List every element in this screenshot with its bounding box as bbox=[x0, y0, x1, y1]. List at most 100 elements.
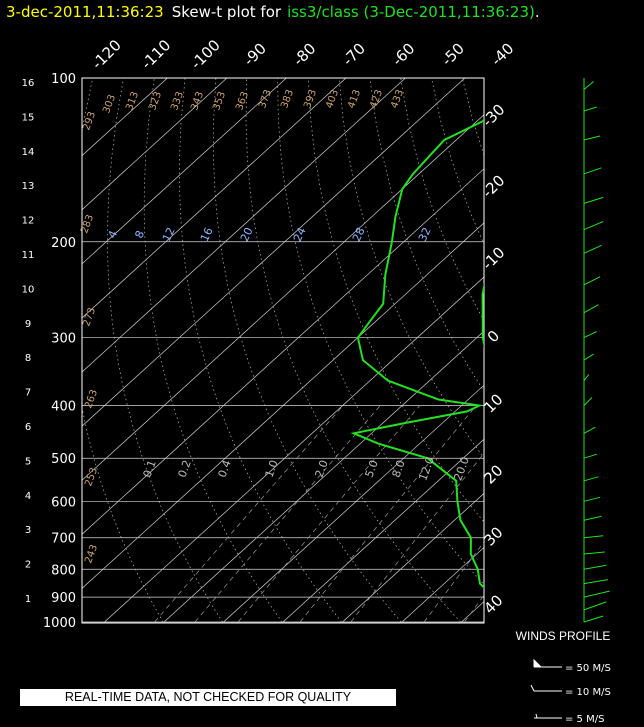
theta-label: 403 bbox=[324, 88, 341, 110]
temperature-tick-label: -110 bbox=[138, 36, 175, 73]
moisture-label: 8.0 bbox=[390, 458, 408, 479]
temperature-tick-label: -100 bbox=[187, 36, 224, 73]
theta-label: 303 bbox=[101, 93, 118, 115]
mixing-ratio-line bbox=[464, 594, 484, 623]
pressure-tick-label: 300 bbox=[51, 332, 76, 347]
wind-flag bbox=[583, 579, 609, 585]
theta-label: 363 bbox=[234, 90, 251, 112]
dewpoint-point bbox=[426, 457, 429, 460]
wind-flag bbox=[583, 476, 599, 482]
mixing-ratio-line bbox=[423, 541, 484, 623]
dewpoint-point bbox=[443, 139, 446, 141]
isotherm-line bbox=[104, 276, 484, 623]
isotherm-line bbox=[282, 438, 484, 623]
dewpoint-point bbox=[377, 442, 379, 445]
mixing-ratio-label: 32 bbox=[416, 225, 434, 243]
temperature-point bbox=[509, 596, 511, 598]
mixing-ratio-label: 8 bbox=[132, 229, 147, 241]
theta-label: 353 bbox=[211, 90, 228, 112]
mixing-ratio-label: 28 bbox=[350, 225, 368, 243]
dry-adiabat-line bbox=[107, 78, 223, 623]
dry-adiabat-line bbox=[400, 78, 484, 322]
dry-adiabat-line bbox=[82, 78, 164, 623]
theta-label: 333 bbox=[169, 90, 186, 112]
height-km-label: 9 bbox=[25, 319, 31, 330]
height-km-label: 5 bbox=[25, 456, 31, 467]
wind-flag bbox=[583, 426, 596, 434]
dewpoint-point bbox=[387, 379, 389, 382]
height-km-label: 13 bbox=[22, 181, 35, 192]
isotherm-line bbox=[640, 78, 644, 622]
dewpoint-point bbox=[514, 621, 516, 623]
dry-adiabat-line bbox=[143, 78, 283, 623]
theta-label: 243 bbox=[83, 543, 100, 565]
temperature-tick-label: -50 bbox=[438, 39, 468, 69]
theta-label: 313 bbox=[124, 90, 141, 112]
isotherm-line bbox=[581, 78, 644, 622]
temperature-point bbox=[503, 480, 505, 482]
wind-flag bbox=[583, 135, 601, 141]
wind-flag bbox=[583, 221, 604, 231]
temperature-point bbox=[509, 583, 511, 585]
isotherm-line bbox=[82, 78, 406, 373]
height-km-label: 8 bbox=[25, 353, 31, 364]
wind-flag bbox=[583, 615, 604, 623]
wind-legend-pennant-icon bbox=[533, 658, 562, 668]
title-source: iss3/class (3-Dec-2011,11:36:23) bbox=[287, 3, 535, 21]
isotherm-line bbox=[82, 78, 228, 211]
theta-label: 433 bbox=[389, 88, 406, 110]
temperature-tick-label: -80 bbox=[289, 39, 319, 69]
theta-label: 253 bbox=[83, 466, 100, 488]
moisture-label: 2.0 bbox=[313, 458, 331, 479]
pressure-tick-label: 700 bbox=[51, 532, 76, 547]
temperature-tick-label: -10 bbox=[478, 243, 508, 273]
isotherm-line bbox=[401, 546, 484, 623]
temperature-tick-label: 0 bbox=[484, 327, 503, 346]
wind-legend-50: = 50 M/S bbox=[565, 663, 611, 674]
height-km-label: 2 bbox=[25, 560, 31, 571]
dewpoint-point bbox=[477, 568, 479, 571]
theta-label: 273 bbox=[81, 306, 98, 328]
wind-flag bbox=[583, 453, 597, 459]
temperature-point bbox=[504, 457, 506, 459]
dewpoint-point bbox=[362, 359, 364, 361]
dry-adiabat-line bbox=[179, 78, 342, 623]
mixing-ratio-label: 24 bbox=[291, 225, 309, 243]
dewpoint-point bbox=[470, 536, 472, 539]
height-km-label: 10 bbox=[22, 284, 35, 295]
dewpoint-point bbox=[456, 500, 459, 503]
pressure-tick-label: 100 bbox=[51, 72, 76, 87]
dry-adiabat-line bbox=[277, 78, 484, 586]
theta-label: 373 bbox=[257, 88, 274, 110]
dewpoint-point bbox=[391, 241, 393, 243]
wind-flag bbox=[583, 353, 594, 361]
isotherm-line bbox=[342, 492, 484, 623]
dewpoint-point bbox=[382, 302, 385, 305]
dewpoint-point bbox=[524, 77, 526, 79]
chart-title: 3-dec-2011,11:36:23 Skew-t plot for iss3/c… bbox=[6, 3, 540, 21]
winds-profile-title: WINDS PROFILE bbox=[516, 629, 611, 643]
height-km-label: 12 bbox=[22, 216, 35, 227]
dewpoint-point bbox=[406, 421, 408, 424]
wind-flag bbox=[583, 167, 602, 175]
temperature-point bbox=[526, 621, 528, 623]
isotherm-line bbox=[82, 168, 484, 535]
wind-flag bbox=[583, 81, 594, 90]
isotherm-line bbox=[223, 384, 484, 623]
theta-label: 343 bbox=[189, 90, 206, 112]
theta-label: 393 bbox=[302, 88, 319, 110]
wind-legend-halfbarb-icon bbox=[534, 713, 562, 719]
wind-flag bbox=[583, 564, 607, 570]
dewpoint-point bbox=[479, 582, 481, 585]
dry-adiabat-line bbox=[245, 78, 461, 623]
pressure-tick-label: 500 bbox=[51, 452, 76, 467]
temperature-point bbox=[502, 433, 504, 435]
theta-label: 323 bbox=[147, 90, 164, 112]
height-km-label: 3 bbox=[25, 525, 31, 536]
moisture-label: 0.2 bbox=[176, 458, 194, 479]
sounding-profiles bbox=[350, 77, 528, 623]
temperature-tick-label: -60 bbox=[388, 39, 418, 69]
wind-flag bbox=[583, 535, 604, 539]
temperature-tick-label: -40 bbox=[487, 39, 517, 69]
